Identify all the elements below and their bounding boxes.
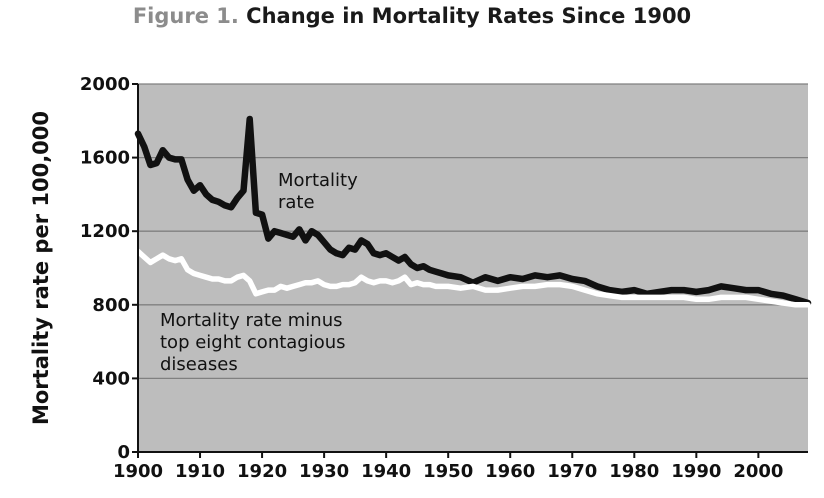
mortality-minus-contagious-line [135,248,811,308]
y-tick-1200: 1200 [80,221,130,242]
y-tick-400: 400 [92,368,130,389]
chart-title: Figure 1. Change in Mortality Rates Sinc… [0,4,824,28]
mortality-minus-label: Mortality rate minus top eight contagious… [160,310,346,375]
series-label-line: Mortality [278,170,358,191]
series-label-line: Mortality rate minus [160,310,342,331]
y-tick-800: 800 [92,295,130,316]
axes [132,83,808,458]
x-tick-1900: 1900 [113,461,163,482]
figure-title: Change in Mortality Rates Since 1900 [246,4,692,28]
plot-area [138,84,808,452]
x-tick-1910: 1910 [175,461,225,482]
series-labels: Mortality rate Mortality rate minus top eig… [160,170,358,375]
mortality-rate-label: Mortality rate [278,170,358,213]
figure-label: Figure 1. [132,4,239,28]
x-tick-1990: 1990 [671,461,721,482]
series-label-line: rate [278,192,315,213]
x-tick-2000: 2000 [733,461,783,482]
x-tick-labels: 1900 1910 1920 1930 1940 1950 1960 1970 1980 1990… [113,461,783,482]
y-tick-2000: 2000 [80,74,130,95]
series-label-line: diseases [160,354,238,375]
mortality-rate-line [134,115,812,307]
series-label-line: top eight contagious [160,332,346,353]
x-tick-1960: 1960 [485,461,535,482]
y-axis-label: Mortality rate per 100,000 [29,111,53,425]
x-tick-1930: 1930 [299,461,349,482]
series-lines [134,115,812,308]
y-tick-1600: 1600 [80,148,130,169]
x-tick-1970: 1970 [547,461,597,482]
x-tick-1950: 1950 [423,461,473,482]
y-tick-labels: 0 400 800 1200 1600 2000 [80,74,130,463]
x-tick-1920: 1920 [237,461,287,482]
y-tick-0: 0 [117,442,130,463]
x-tick-1980: 1980 [609,461,659,482]
x-tick-1940: 1940 [361,461,411,482]
